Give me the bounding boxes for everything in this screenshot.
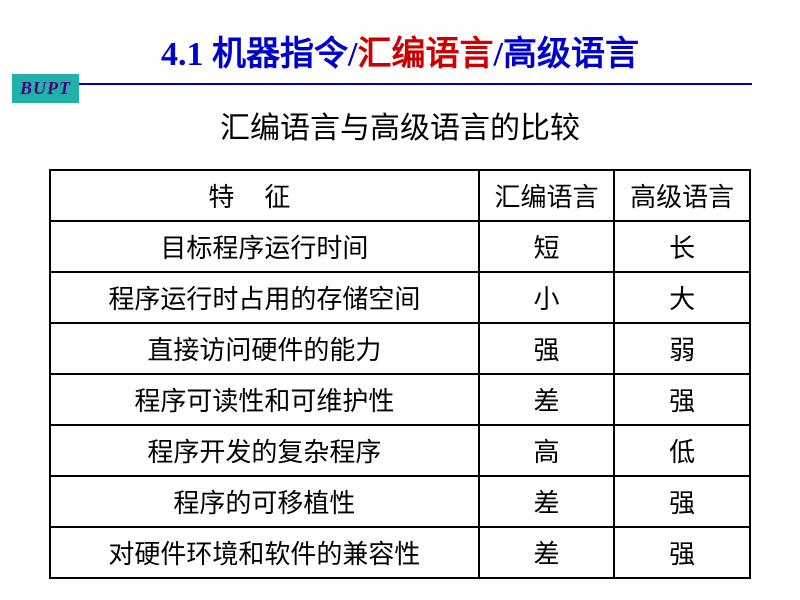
cell-high: 强 [614, 527, 750, 578]
cell-high: 长 [614, 221, 750, 272]
cell-asm: 小 [479, 272, 615, 323]
table-row: 程序的可移植性 差 强 [50, 476, 750, 527]
cell-feature: 程序的可移植性 [50, 476, 479, 527]
table-body: 目标程序运行时间 短 长 程序运行时占用的存储空间 小 大 直接访问硬件的能力 … [50, 221, 750, 578]
title-section-number: 4.1 [161, 36, 212, 73]
table-row: 直接访问硬件的能力 强 弱 [50, 323, 750, 374]
table-row: 程序运行时占用的存储空间 小 大 [50, 272, 750, 323]
cell-feature: 直接访问硬件的能力 [50, 323, 479, 374]
cell-high: 强 [614, 476, 750, 527]
title-part-high: 高级语言 [503, 36, 639, 73]
table-row: 程序开发的复杂程序 高 低 [50, 425, 750, 476]
cell-asm: 强 [479, 323, 615, 374]
comparison-table: 特征 汇编语言 高级语言 目标程序运行时间 短 长 程序运行时占用的存储空间 小… [49, 169, 751, 579]
table-row: 程序可读性和可维护性 差 强 [50, 374, 750, 425]
cell-feature: 对硬件环境和软件的兼容性 [50, 527, 479, 578]
cell-high: 弱 [614, 323, 750, 374]
cell-feature: 目标程序运行时间 [50, 221, 479, 272]
cell-feature: 程序可读性和可维护性 [50, 374, 479, 425]
table-row: 目标程序运行时间 短 长 [50, 221, 750, 272]
cell-asm: 差 [479, 527, 615, 578]
cell-asm: 差 [479, 476, 615, 527]
cell-high: 强 [614, 374, 750, 425]
page-title: 4.1 机器指令/汇编语言/高级语言 [161, 26, 639, 75]
cell-asm: 高 [479, 425, 615, 476]
header-asm: 汇编语言 [479, 170, 615, 221]
cell-asm: 差 [479, 374, 615, 425]
table-header-row: 特征 汇编语言 高级语言 [50, 170, 750, 221]
cell-feature: 程序开发的复杂程序 [50, 425, 479, 476]
cell-asm: 短 [479, 221, 615, 272]
heading-area: 4.1 机器指令/汇编语言/高级语言 [0, 0, 800, 75]
title-sep-1: / [348, 36, 357, 73]
title-divider [48, 83, 752, 85]
sub-title: 汇编语言与高级语言的比较 [0, 103, 800, 147]
title-part-asm: 汇编语言 [358, 36, 494, 73]
title-part-machine: 机器指令 [212, 36, 348, 73]
table-row: 对硬件环境和软件的兼容性 差 强 [50, 527, 750, 578]
cell-high: 低 [614, 425, 750, 476]
header-feature: 特征 [50, 170, 479, 221]
cell-feature: 程序运行时占用的存储空间 [50, 272, 479, 323]
logo-badge: BUPT [12, 74, 79, 103]
cell-high: 大 [614, 272, 750, 323]
header-high: 高级语言 [614, 170, 750, 221]
title-sep-2: / [494, 36, 503, 73]
